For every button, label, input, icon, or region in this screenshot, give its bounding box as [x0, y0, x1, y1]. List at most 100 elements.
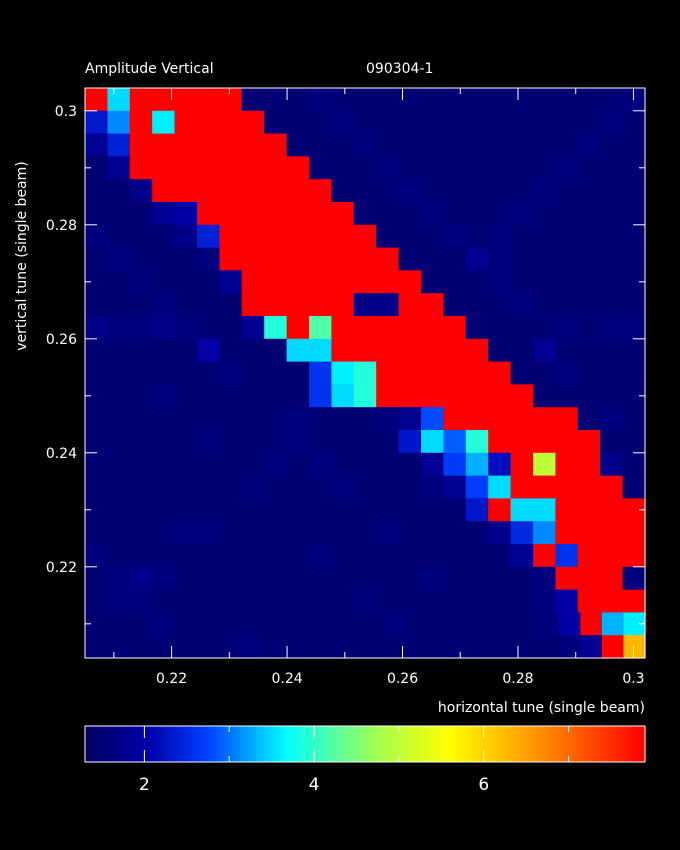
heatmap-cell: [241, 544, 265, 568]
heatmap-cell: [472, 635, 495, 659]
heatmap-cell: [510, 452, 534, 477]
heatmap-cell: [85, 589, 108, 613]
heatmap-cell: [278, 612, 301, 636]
heatmap-cell: [488, 270, 512, 294]
heatmap-cell: [152, 338, 176, 363]
heatmap-cell: [219, 247, 243, 271]
heatmap-cell: [219, 544, 243, 568]
heatmap-cell: [510, 566, 534, 591]
heatmap-cell: [376, 498, 400, 522]
heatmap-cell: [555, 202, 579, 226]
heatmap-cell: [555, 361, 579, 385]
heatmap-cell: [555, 338, 579, 363]
heatmap-cell: [241, 384, 265, 408]
heatmap-cell: [197, 475, 220, 499]
heatmap-cell: [85, 316, 108, 340]
heatmap-cell: [622, 521, 646, 545]
heatmap-cell: [107, 566, 131, 591]
heatmap-cell: [601, 635, 625, 659]
heatmap-cell: [331, 110, 355, 135]
heatmap-cell: [152, 566, 176, 591]
plot-frame: [84, 87, 646, 659]
heatmap-cell: [537, 612, 560, 636]
heatmap-cell: [219, 338, 243, 363]
heatmap-cell: [465, 498, 489, 522]
heatmap-cell: [129, 110, 153, 135]
heatmap-cell: [465, 293, 489, 317]
heatmap-cell: [219, 589, 243, 613]
heatmap-cell: [623, 635, 646, 659]
heatmap-cell: [515, 612, 538, 636]
heatmap-cell: [129, 589, 153, 613]
heatmap-cell: [257, 635, 280, 659]
heatmap-cell: [197, 224, 220, 249]
heatmap-cell: [353, 156, 377, 180]
heatmap-cell: [443, 110, 467, 135]
heatmap-cell: [309, 430, 332, 454]
heatmap-cell: [555, 566, 579, 591]
heatmap-cell: [510, 110, 534, 135]
heatmap-cell: [174, 247, 198, 271]
heatmap-cell: [241, 179, 265, 203]
heatmap-cell: [600, 179, 624, 203]
heatmap-cell: [600, 156, 624, 180]
heatmap-cell: [219, 521, 243, 545]
heatmap-cell: [421, 270, 444, 294]
heatmap-cell: [174, 316, 198, 340]
heatmap-cell: [107, 316, 131, 340]
heatmap-cell: [510, 384, 534, 408]
heatmap-cell: [465, 475, 489, 499]
heatmap-cell: [241, 88, 265, 112]
heatmap-cell: [107, 452, 131, 477]
heatmap-cell: [309, 133, 332, 157]
heatmap-cell: [443, 361, 467, 385]
heatmap-cell: [376, 338, 400, 363]
heatmap-cell: [85, 384, 108, 408]
heatmap-cell: [421, 521, 444, 545]
heatmap-cell: [398, 110, 422, 135]
heatmap-cell: [577, 202, 601, 226]
heatmap-cell: [174, 338, 198, 363]
heatmap-cell: [555, 452, 579, 477]
heatmap-cell: [286, 316, 310, 340]
heatmap-cell: [600, 270, 624, 294]
heatmap-cell: [309, 247, 332, 271]
heatmap-cell: [264, 133, 288, 157]
heatmap-cell: [451, 612, 474, 636]
heatmap-cell: [353, 338, 377, 363]
heatmap-cell: [488, 88, 512, 112]
heatmap-cell: [197, 202, 220, 226]
heatmap-cell: [197, 293, 220, 317]
heatmap-cell: [421, 475, 444, 499]
heatmap-cell: [152, 247, 176, 271]
heatmap-cell: [85, 361, 108, 385]
heatmap-cell: [264, 338, 288, 363]
heatmap-cell: [235, 635, 258, 659]
heatmap-cell: [465, 452, 489, 477]
heatmap-cell: [107, 521, 131, 545]
heatmap-cell: [286, 156, 310, 180]
colorbar-tick-label: 2: [139, 775, 150, 795]
heatmap-cell: [376, 589, 400, 613]
heatmap-cell: [85, 88, 108, 112]
heatmap-cell: [107, 361, 131, 385]
heatmap-cell: [85, 202, 108, 226]
heatmap-cell: [421, 202, 444, 226]
heatmap-cell: [286, 430, 310, 454]
heatmap-cell: [219, 224, 243, 249]
heatmap-cell: [353, 430, 377, 454]
heatmap-cell: [331, 270, 355, 294]
heatmap-cell: [398, 361, 422, 385]
heatmap-cell: [376, 202, 400, 226]
heatmap-cell: [600, 589, 624, 613]
heatmap-cell: [510, 521, 534, 545]
heatmap-cell: [85, 247, 108, 271]
y-tick-label: 0.24: [46, 446, 77, 462]
heatmap-cell: [465, 110, 489, 135]
heatmap-cell: [555, 430, 579, 454]
heatmap-cell: [241, 202, 265, 226]
heatmap-cell: [533, 521, 556, 545]
heatmap-cell: [85, 293, 108, 317]
heatmap-cell: [353, 475, 377, 499]
